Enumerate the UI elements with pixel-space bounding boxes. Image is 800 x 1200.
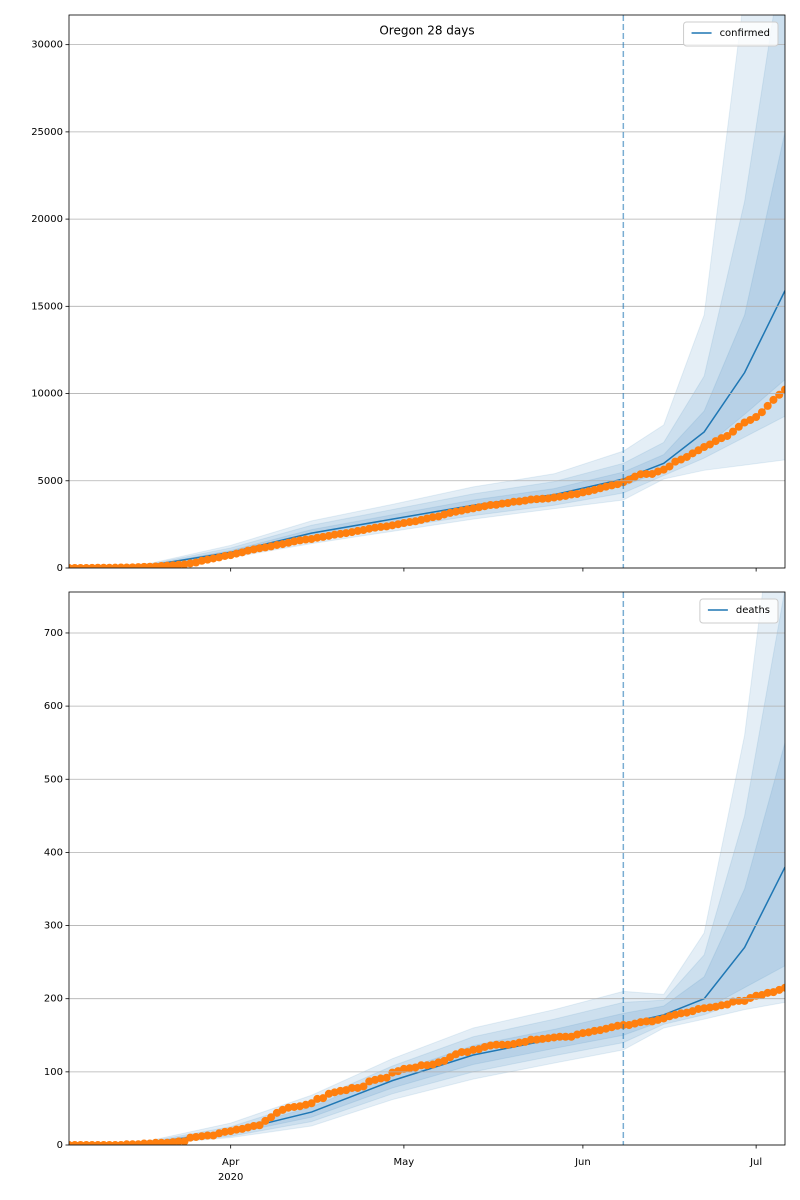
x-tick-label: May: [394, 1157, 415, 1168]
legend: deaths: [699, 598, 779, 624]
data-point: [642, 469, 651, 478]
data-point: [763, 401, 772, 410]
data-point: [267, 1113, 276, 1122]
legend-box: [699, 598, 779, 624]
data-point: [492, 1040, 501, 1049]
y-tick-label: 700: [44, 628, 63, 639]
x-tick-sublabel: 2020: [218, 1172, 243, 1183]
data-point: [255, 1121, 264, 1130]
data-point: [376, 522, 385, 531]
x-tick-label: Jun: [574, 1157, 591, 1168]
y-tick-label: 10000: [31, 389, 63, 400]
y-tick-label: 500: [44, 774, 63, 785]
legend-box: [683, 21, 779, 47]
data-point: [682, 452, 691, 461]
x-tick-label: Jul: [749, 1157, 762, 1168]
y-tick-label: 600: [44, 701, 63, 712]
y-tick-label: 100: [44, 1067, 63, 1078]
data-point: [769, 395, 778, 404]
data-point: [526, 1035, 535, 1044]
y-tick-label: 0: [57, 563, 63, 574]
data-point: [555, 1032, 564, 1041]
y-tick-label: 0: [57, 1140, 63, 1151]
data-point: [203, 1131, 212, 1140]
legend: confirmed: [683, 21, 779, 47]
y-tick-label: 400: [44, 847, 63, 858]
data-point: [775, 390, 784, 399]
data-point: [180, 1137, 189, 1145]
axes: 0 5000 10000 15000 20000 25000 30000 Oregon 28 …: [31, 14, 786, 574]
data-point: [417, 1061, 426, 1070]
data-point: [307, 1099, 316, 1108]
data-point: [723, 431, 732, 440]
band: [69, 15, 785, 568]
plot-area: [69, 592, 785, 1145]
data-point: [347, 1083, 356, 1092]
axes: 0 100 200 300 400 500 600 700 Apr 2020 May Jun Jul de…: [44, 591, 786, 1183]
data-point: [752, 412, 761, 421]
data-point: [526, 495, 535, 504]
band: [69, 15, 785, 568]
y-tick-label: 30000: [31, 40, 63, 51]
chart-title: Oregon 28 days: [379, 24, 474, 38]
band: [69, 592, 785, 1145]
data-point: [781, 385, 785, 394]
data-point: [174, 1137, 183, 1145]
data-point: [457, 1048, 466, 1057]
data-point: [261, 1116, 270, 1125]
data-point: [168, 561, 177, 568]
data-point: [642, 1017, 651, 1026]
data-point: [382, 1073, 391, 1082]
data-point: [734, 422, 743, 431]
data-point: [781, 983, 785, 992]
y-tick-label: 300: [44, 921, 63, 932]
data-point: [498, 1040, 507, 1049]
data-point: [168, 1138, 177, 1145]
y-tick-label: 5000: [38, 476, 63, 487]
data-point: [665, 462, 674, 471]
y-tick-label: 200: [44, 994, 63, 1005]
data-point: [163, 1138, 172, 1145]
data-point: [538, 494, 547, 503]
data-point: [319, 1094, 328, 1103]
data-point: [757, 408, 766, 417]
y-tick-label: 25000: [31, 127, 63, 138]
data-point: [509, 497, 518, 506]
data-point: [174, 560, 183, 568]
y-tick-label: 15000: [31, 301, 63, 312]
y-tick-label: 20000: [31, 214, 63, 225]
axes-frame: [68, 14, 786, 569]
legend-label: confirmed: [720, 28, 770, 39]
data-point: [729, 427, 738, 436]
data-point: [532, 495, 541, 504]
data-point: [440, 1056, 449, 1065]
x-tick-label: Apr: [222, 1157, 240, 1168]
legend-label: deaths: [736, 605, 770, 616]
data-point: [301, 535, 310, 544]
data-point: [359, 1082, 368, 1091]
plot-area: [69, 15, 785, 568]
data-point: [486, 500, 495, 509]
axes-frame: [68, 591, 786, 1146]
data-point: [705, 440, 714, 449]
data-point: [636, 470, 645, 479]
data-point: [567, 490, 576, 499]
data-point: [561, 1032, 570, 1041]
